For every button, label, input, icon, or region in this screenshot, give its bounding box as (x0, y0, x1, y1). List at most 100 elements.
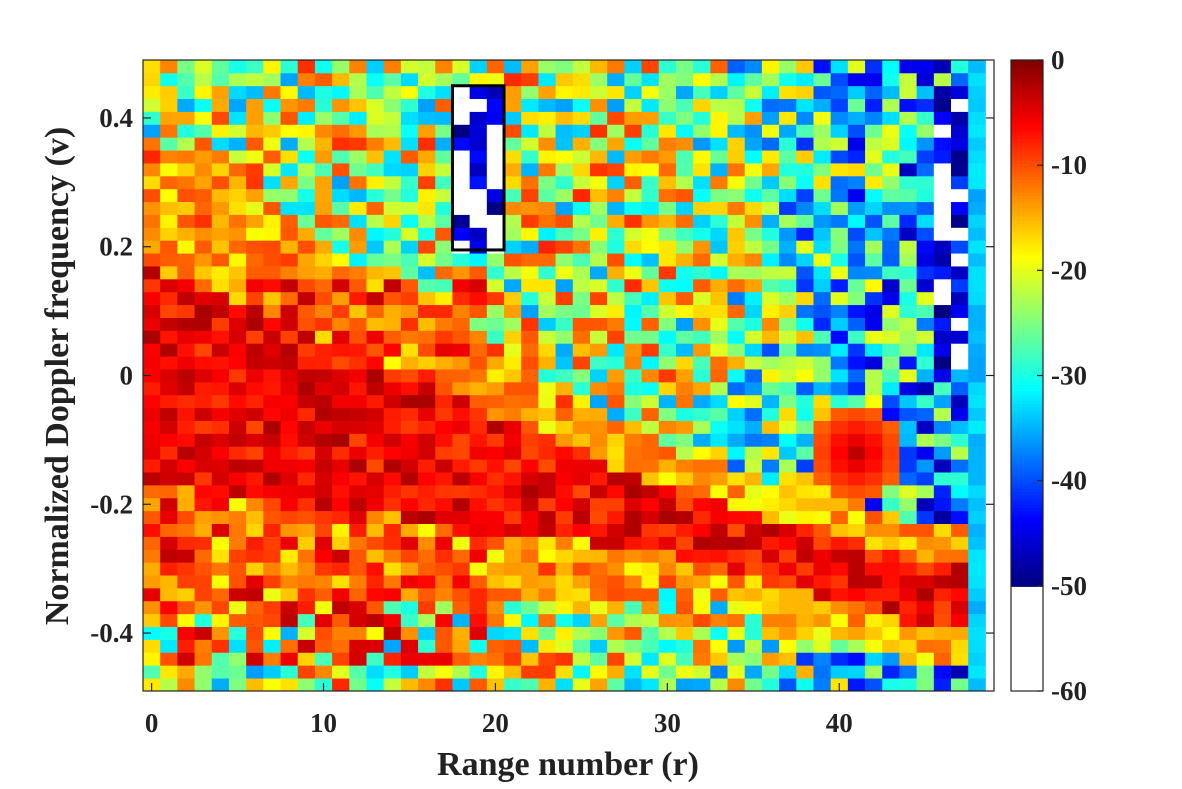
heatmap-cell (813, 137, 832, 151)
heatmap-cell (297, 343, 316, 357)
heatmap-cell (194, 665, 213, 679)
heatmap-cell (521, 253, 539, 267)
heatmap-cell (882, 214, 900, 228)
heatmap-cell (813, 188, 832, 203)
heatmap-cell (744, 459, 763, 473)
heatmap-cell (194, 536, 213, 550)
heatmap-cell (246, 613, 264, 628)
heatmap-cell (435, 163, 453, 177)
colorbar-segment (1011, 419, 1043, 424)
heatmap-cell (521, 150, 539, 164)
heatmap-cell (968, 407, 986, 421)
colorbar-tick-label: -10 (1051, 150, 1087, 180)
heatmap-cell (263, 420, 281, 434)
heatmap-cell (779, 124, 797, 138)
heatmap-cell (366, 304, 385, 318)
heatmap-cell (194, 150, 213, 164)
heatmap-cell (830, 459, 849, 473)
heatmap-cell (658, 420, 677, 434)
heatmap-cell (332, 291, 350, 306)
heatmap-cell (744, 111, 763, 125)
heatmap-cell (933, 150, 952, 164)
heatmap-cell (933, 72, 952, 87)
heatmap-cell (228, 317, 247, 331)
heatmap-cell (332, 214, 350, 228)
heatmap-cell (727, 60, 746, 74)
heatmap-cell (263, 137, 281, 151)
heatmap-cell (418, 472, 436, 486)
heatmap-cell (504, 317, 522, 331)
heatmap-cell (538, 459, 557, 473)
heatmap-cell (744, 291, 763, 306)
heatmap-cell (160, 85, 178, 100)
heatmap-cell (504, 85, 522, 100)
heatmap-cell (968, 497, 986, 512)
heatmap-cell (641, 278, 660, 293)
heatmap-cell (693, 304, 711, 318)
heatmap-cell (761, 369, 780, 383)
heatmap-cell (538, 253, 557, 267)
heatmap-cell (847, 369, 866, 383)
heatmap-cell (177, 227, 195, 241)
heatmap-cell (297, 369, 316, 383)
heatmap-cell (143, 369, 161, 383)
heatmap-cell (830, 291, 849, 306)
heatmap-cell (624, 175, 642, 190)
heatmap-cell (796, 562, 814, 576)
heatmap-cell (607, 188, 625, 203)
heatmap-cell (349, 227, 367, 241)
heatmap-cell (211, 626, 230, 640)
heatmap-cell (469, 678, 488, 692)
heatmap-cell (521, 600, 539, 615)
heatmap-cell (710, 214, 728, 228)
heatmap-cell (675, 510, 694, 524)
heatmap-cell (194, 523, 213, 537)
heatmap-cell (607, 562, 625, 576)
heatmap-cell (383, 678, 402, 692)
heatmap-cell (572, 549, 591, 563)
heatmap-cell (933, 510, 952, 524)
heatmap-cell (521, 626, 539, 640)
heatmap-cell (589, 304, 608, 318)
heatmap-cell (504, 652, 522, 666)
heatmap-cell (486, 510, 505, 524)
heatmap-cell (246, 278, 264, 293)
heatmap-cell (177, 330, 195, 344)
heatmap-cell (555, 510, 574, 524)
heatmap-cell (589, 111, 608, 125)
heatmap-cell (744, 356, 763, 370)
heatmap-cell (865, 266, 883, 280)
heatmap-cell (143, 639, 161, 653)
heatmap-cell (246, 575, 264, 589)
heatmap-cell (693, 381, 711, 396)
heatmap-cell (675, 575, 694, 589)
heatmap-cell (143, 72, 161, 87)
heatmap-cell (469, 562, 488, 576)
heatmap-cell (211, 163, 230, 177)
heatmap-cell (607, 613, 625, 628)
heatmap-cell (693, 665, 711, 679)
heatmap-cell (314, 600, 333, 615)
heatmap-cell (504, 356, 522, 370)
heatmap-cell (658, 510, 677, 524)
heatmap-cell (160, 188, 178, 203)
heatmap-cell (899, 536, 918, 550)
heatmap-cell (882, 484, 900, 499)
heatmap-cell (933, 253, 952, 267)
heatmap-cell (246, 85, 264, 100)
heatmap-cell (521, 369, 539, 383)
heatmap-cell (899, 124, 918, 138)
heatmap-cell (383, 575, 402, 589)
heatmap-cell (177, 214, 195, 228)
heatmap-cell (847, 278, 866, 293)
heatmap-cell (847, 639, 866, 653)
heatmap-cell (951, 575, 969, 589)
heatmap-cell (314, 124, 333, 138)
heatmap-cell (865, 394, 883, 409)
colorbar-segment (1011, 255, 1043, 260)
heatmap-cell (589, 137, 608, 151)
heatmap-cell (280, 484, 299, 499)
heatmap-cell (951, 369, 969, 383)
heatmap-cell (349, 587, 367, 602)
heatmap-cell (521, 266, 539, 280)
